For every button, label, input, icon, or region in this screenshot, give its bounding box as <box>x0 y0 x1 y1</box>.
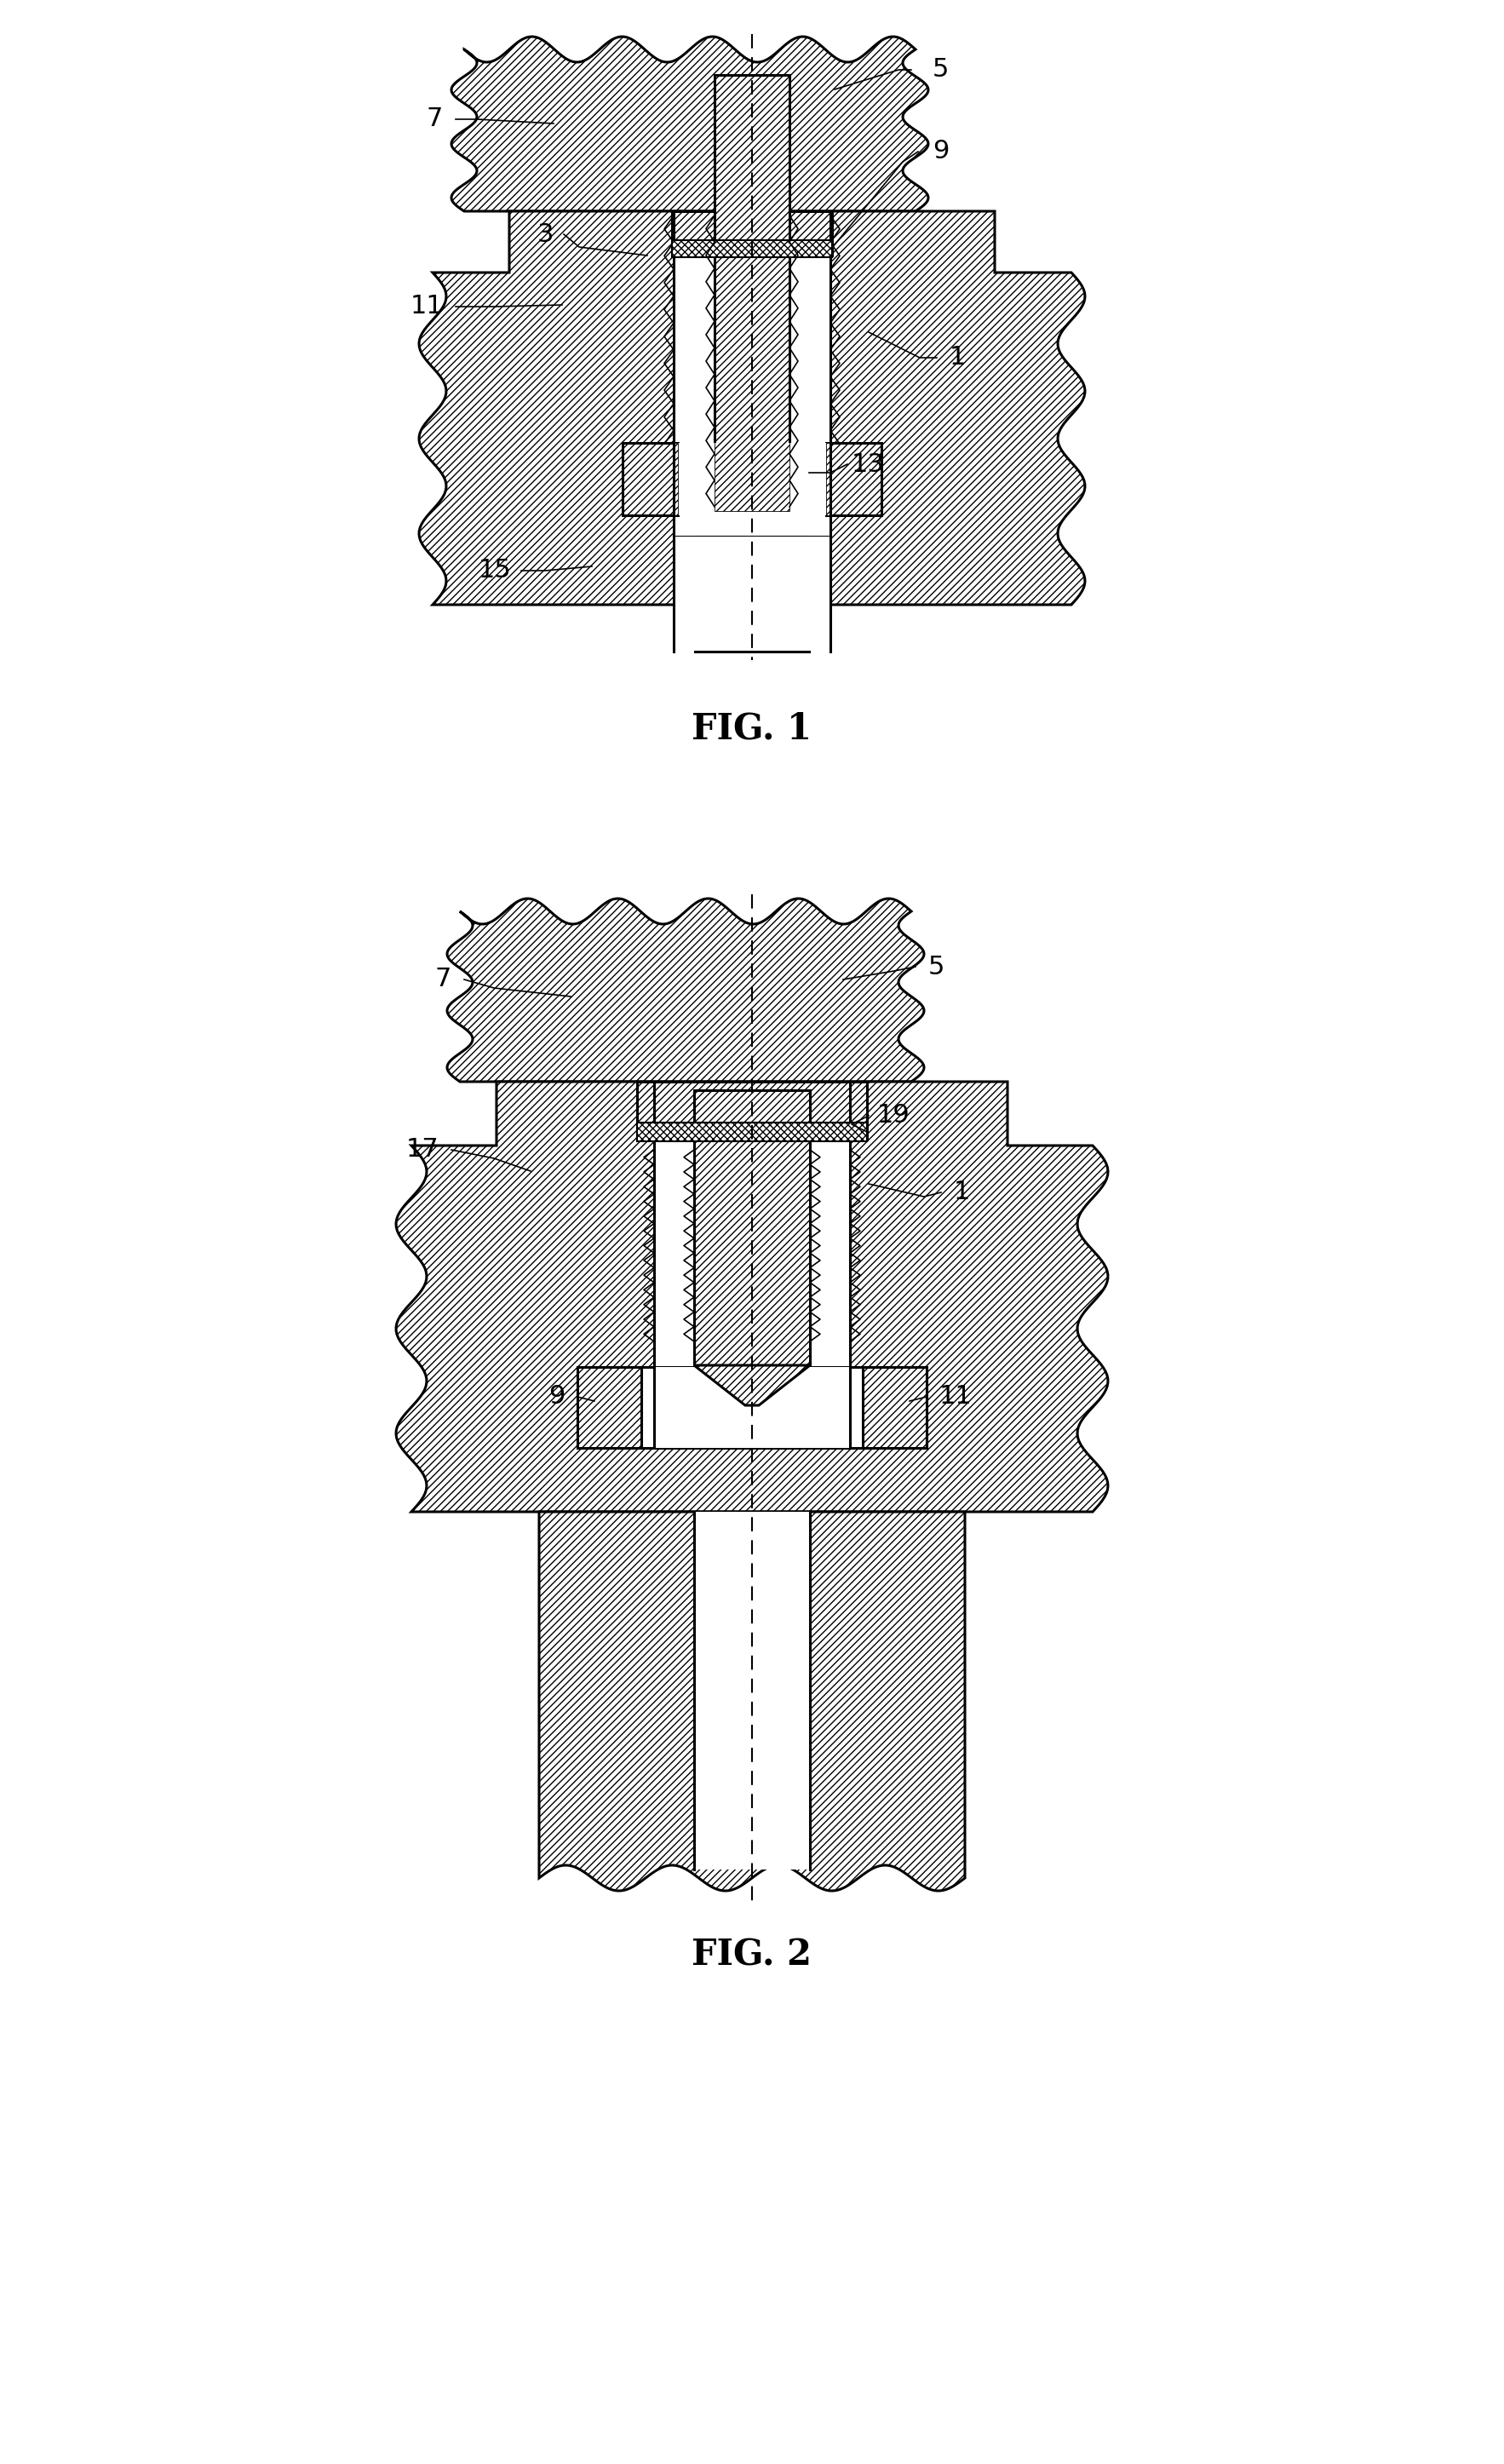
Text: 5: 5 <box>928 954 945 978</box>
Bar <box>638 1124 866 1141</box>
Bar <box>638 1082 866 1138</box>
Bar <box>714 74 790 510</box>
Bar <box>826 444 881 515</box>
Bar <box>654 1368 850 1449</box>
Text: 5: 5 <box>932 57 949 81</box>
Bar <box>695 537 809 650</box>
Bar <box>672 239 832 256</box>
Text: 7: 7 <box>426 106 442 131</box>
Bar <box>578 1368 641 1449</box>
Text: 19: 19 <box>877 1104 910 1129</box>
Bar <box>693 1513 811 1870</box>
Polygon shape <box>538 1513 966 1890</box>
Bar <box>695 537 809 650</box>
Text: 17: 17 <box>406 1138 439 1163</box>
Bar <box>714 74 790 510</box>
Bar <box>863 1368 926 1449</box>
Bar <box>693 1089 811 1368</box>
Text: FIG. 2: FIG. 2 <box>692 1937 812 1974</box>
Polygon shape <box>420 212 1084 604</box>
Bar <box>674 444 830 515</box>
Polygon shape <box>447 899 923 1082</box>
Bar <box>578 1368 926 1449</box>
Bar <box>638 1124 866 1141</box>
Text: 3: 3 <box>537 222 553 246</box>
Polygon shape <box>451 37 928 212</box>
Text: 1: 1 <box>949 345 966 370</box>
Bar <box>672 212 832 256</box>
Bar <box>623 444 678 515</box>
Text: FIG. 1: FIG. 1 <box>692 712 812 747</box>
Polygon shape <box>693 1365 811 1404</box>
Polygon shape <box>396 1082 1108 1513</box>
Bar <box>654 1082 850 1375</box>
Bar <box>578 1368 641 1449</box>
Bar <box>638 1082 866 1138</box>
Text: 13: 13 <box>851 451 884 476</box>
Text: 7: 7 <box>435 966 451 993</box>
Bar <box>672 239 832 256</box>
Bar <box>623 444 678 515</box>
Text: 11: 11 <box>940 1385 973 1409</box>
Bar <box>826 444 881 515</box>
Bar <box>863 1368 926 1449</box>
Bar <box>693 1089 811 1368</box>
Text: 9: 9 <box>932 140 949 165</box>
Bar <box>674 212 830 537</box>
Text: 15: 15 <box>478 559 511 584</box>
Bar <box>672 212 832 256</box>
Text: 11: 11 <box>411 293 442 318</box>
Text: 1: 1 <box>954 1180 970 1205</box>
Bar <box>674 537 830 650</box>
Text: 9: 9 <box>547 1385 564 1409</box>
